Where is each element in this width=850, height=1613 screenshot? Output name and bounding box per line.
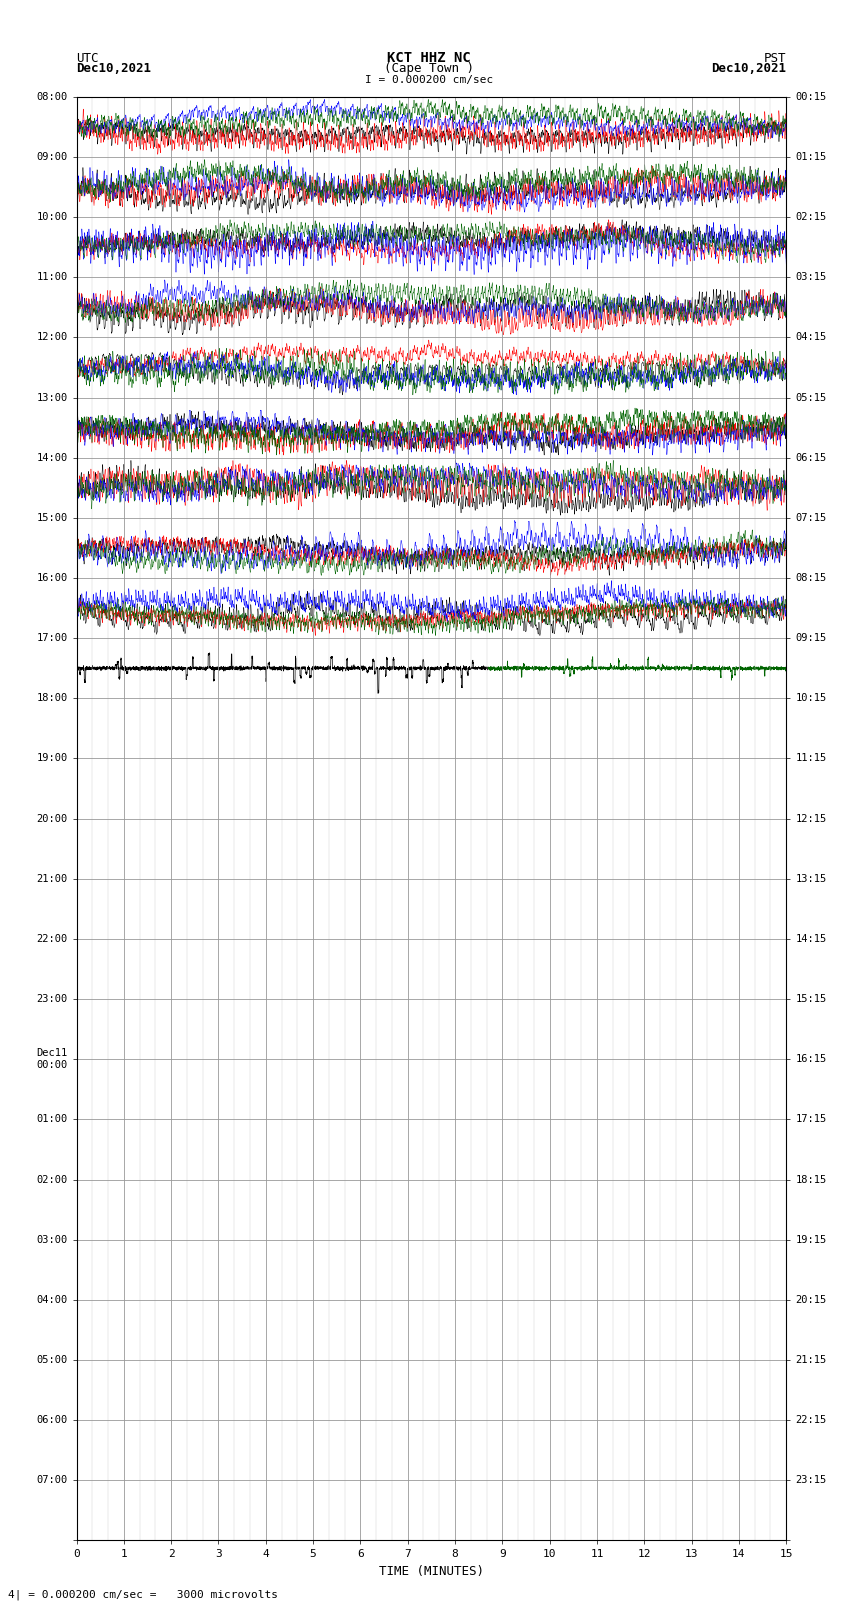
Text: (Cape Town ): (Cape Town ) xyxy=(384,61,474,76)
Text: KCT HHZ NC: KCT HHZ NC xyxy=(388,52,471,65)
Text: 4| = 0.000200 cm/sec =   3000 microvolts: 4| = 0.000200 cm/sec = 3000 microvolts xyxy=(8,1589,279,1600)
Text: I = 0.000200 cm/sec: I = 0.000200 cm/sec xyxy=(366,74,493,84)
Text: Dec10,2021: Dec10,2021 xyxy=(711,61,786,76)
Text: Dec10,2021: Dec10,2021 xyxy=(76,61,151,76)
Text: PST: PST xyxy=(764,52,786,65)
Text: UTC: UTC xyxy=(76,52,99,65)
X-axis label: TIME (MINUTES): TIME (MINUTES) xyxy=(379,1565,484,1578)
